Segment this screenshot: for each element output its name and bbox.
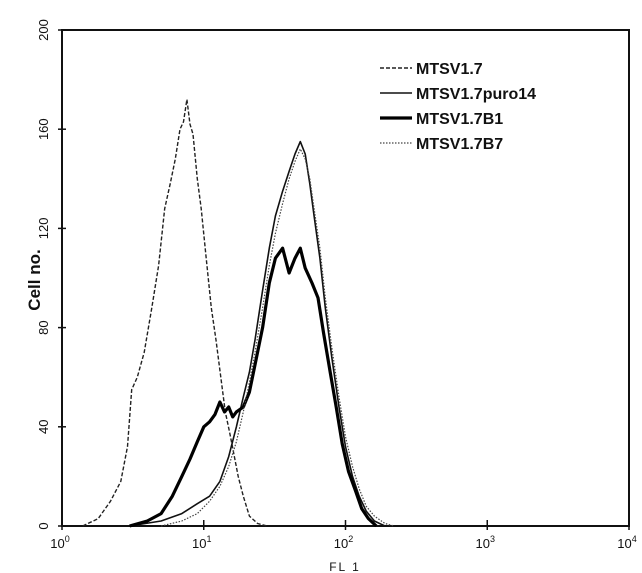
legend-label-4: MTSV1.7B7 [416,136,503,153]
x-axis-label: FL 1 [329,560,361,573]
y-tick-label: 120 [36,218,51,240]
x-tick-label: 101 [192,534,211,551]
series-line-2 [129,140,386,527]
series-line-1 [82,98,268,527]
ticks-layer: 0 40 80 120 160 200 100 101 102 103 104 [36,19,637,551]
legend: MTSV1.7 MTSV1.7puro14 MTSV1.7B1 MTSV1.7B7 [380,61,536,153]
series-layer [82,98,395,528]
y-tick-label: 0 [36,522,51,529]
series-line-4 [160,148,395,527]
x-tick-label: 100 [50,534,69,551]
y-axis-label: Cell no. [25,249,44,310]
x-tick-label: 103 [476,534,495,551]
y-tick-label: 200 [36,19,51,41]
legend-label-2: MTSV1.7puro14 [416,86,536,103]
y-tick-label: 80 [36,320,51,334]
legend-label-3: MTSV1.7B1 [416,111,503,128]
series-line-3 [129,246,378,528]
x-tick-label: 102 [334,534,353,551]
x-tick-label: 104 [617,534,636,551]
legend-label-1: MTSV1.7 [416,61,483,78]
y-tick-label: 160 [36,118,51,140]
y-tick-label: 40 [36,420,51,434]
